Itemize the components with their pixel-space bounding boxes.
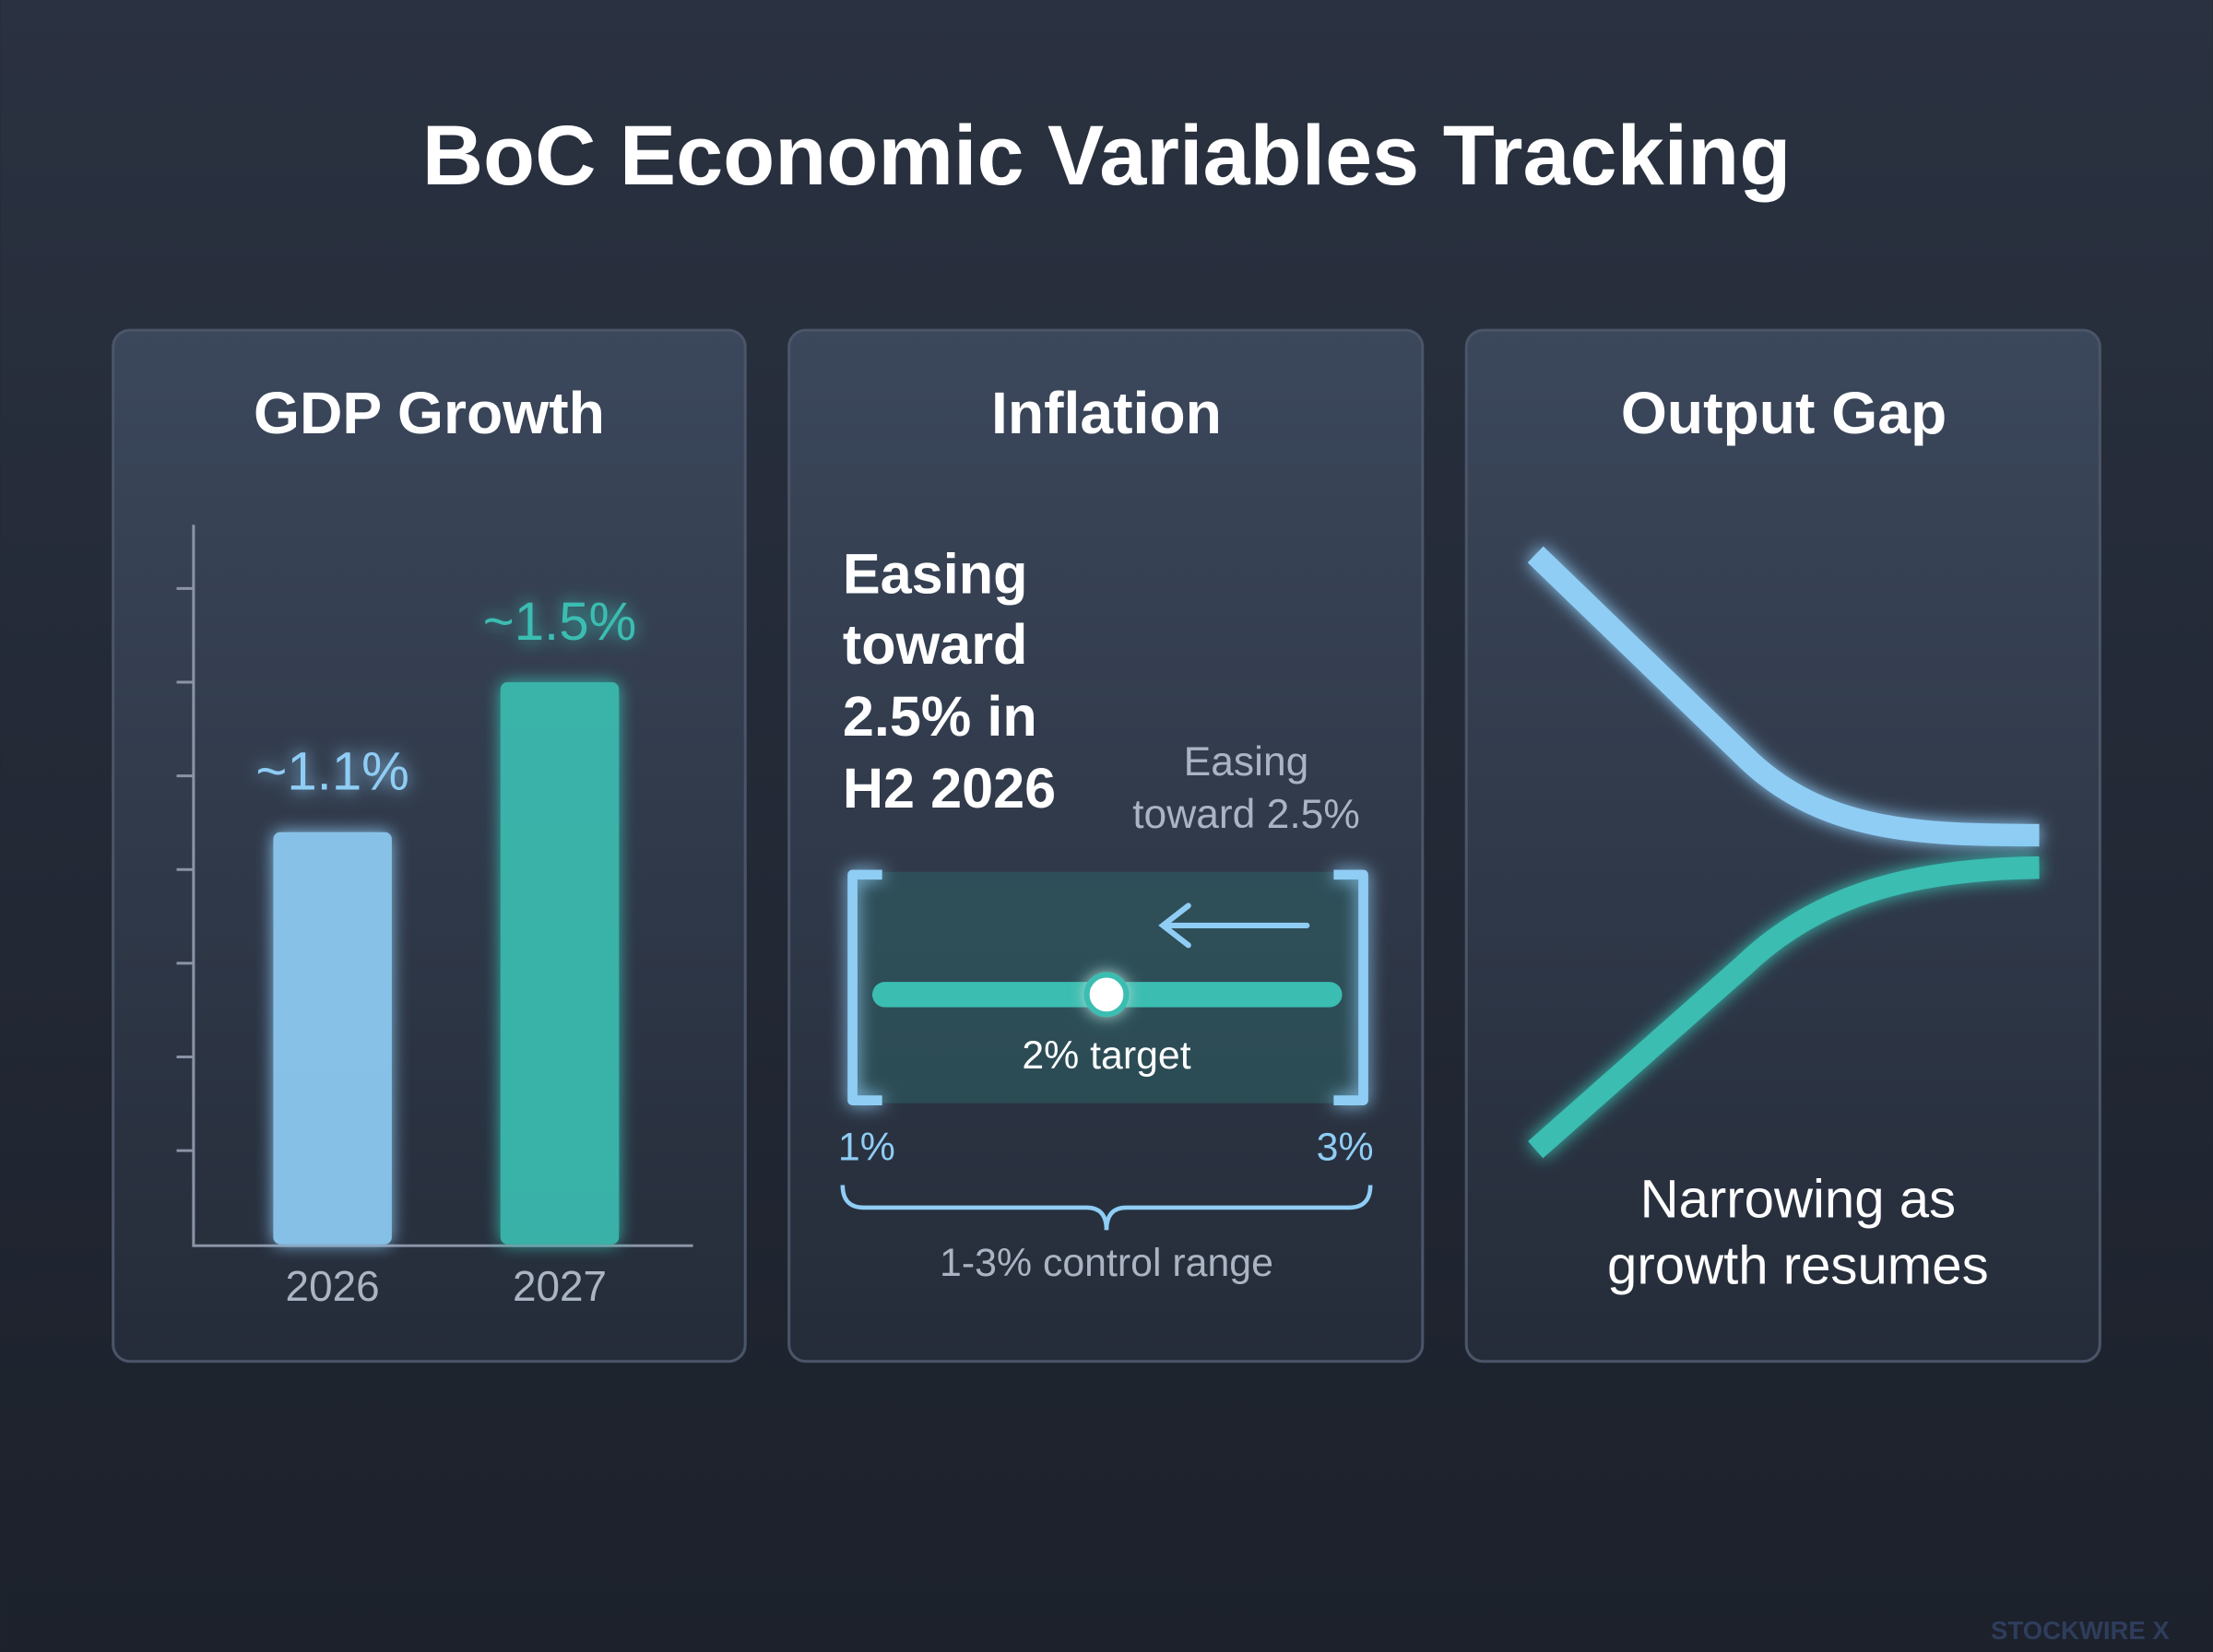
range-low: 1%	[838, 1126, 895, 1170]
panel	[787, 328, 1425, 1363]
page-title: BoC Economic Variables Tracking	[422, 109, 1792, 203]
headline: 2.5% in	[843, 685, 1037, 748]
curve	[1527, 546, 2040, 847]
range-brackets	[847, 869, 1368, 1106]
arrow	[1158, 903, 1310, 949]
caption: Narrowing as	[1640, 1170, 1957, 1230]
value-label: ~1.5%	[483, 592, 636, 652]
headline: Easing	[843, 543, 1028, 606]
bar	[500, 682, 620, 1245]
panel-title: Inflation	[991, 380, 1222, 446]
curve	[1528, 856, 2040, 1159]
x-tick-label: 2027	[513, 1262, 607, 1310]
target-label: 2% target	[1022, 1033, 1190, 1078]
x-tick-label: 2026	[286, 1262, 380, 1310]
watermark: STOCKWIRE X	[1991, 1616, 2170, 1645]
panel	[1464, 328, 2101, 1363]
note: toward 2.5%	[1132, 792, 1360, 837]
range-caption: 1-3% control range	[940, 1241, 1273, 1285]
value-label: ~1.1%	[255, 742, 408, 802]
headline: toward	[843, 613, 1028, 676]
slider-dot	[1083, 972, 1130, 1018]
range-high: 3%	[1317, 1126, 1374, 1170]
headline: H2 2026	[843, 757, 1056, 820]
panel-title: Output Gap	[1621, 380, 1947, 446]
bar-chart: 2026 ~1.1% 2027 ~1.5%	[176, 525, 693, 1310]
note: Easing	[1184, 739, 1309, 785]
bar	[273, 832, 392, 1245]
panel-title: GDP Growth	[254, 380, 605, 446]
panel	[112, 328, 747, 1363]
caption: growth resumes	[1607, 1236, 1989, 1296]
brace	[840, 1185, 1373, 1231]
